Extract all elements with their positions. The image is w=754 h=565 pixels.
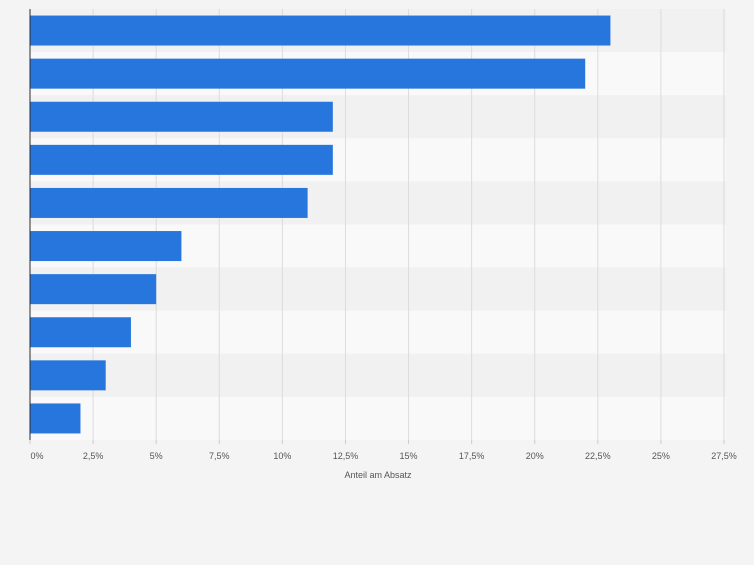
bars bbox=[30, 15, 611, 434]
x-tick-label: 7,5% bbox=[209, 451, 230, 461]
bar[interactable] bbox=[30, 317, 131, 348]
bar[interactable] bbox=[30, 231, 182, 262]
bar[interactable] bbox=[30, 144, 333, 175]
bar[interactable] bbox=[30, 101, 333, 132]
bar[interactable] bbox=[30, 15, 611, 46]
x-axis-label: Anteil am Absatz bbox=[344, 470, 412, 480]
x-tick-label: 10% bbox=[273, 451, 291, 461]
x-tick-label: 2,5% bbox=[83, 451, 104, 461]
x-tick-label: 22,5% bbox=[585, 451, 611, 461]
x-tick-label: 5% bbox=[150, 451, 163, 461]
row-band bbox=[30, 396, 726, 440]
x-tick-label: 20% bbox=[526, 451, 544, 461]
bar[interactable] bbox=[30, 403, 81, 434]
x-tick-label: 17,5% bbox=[459, 451, 485, 461]
bar[interactable] bbox=[30, 360, 106, 391]
bar[interactable] bbox=[30, 187, 308, 218]
row-band bbox=[30, 353, 726, 397]
bar[interactable] bbox=[30, 58, 586, 89]
bar[interactable] bbox=[30, 274, 157, 305]
x-tick-labels: 0% 2,5% 5% 7,5% 10% 12,5% 15% 17,5% 20% 22,5% 25% 2… bbox=[29, 440, 737, 461]
x-tick-label: 27,5% bbox=[711, 451, 737, 461]
x-tick-label: 12,5% bbox=[333, 451, 359, 461]
x-tick-label: 15% bbox=[400, 451, 418, 461]
x-tick-label: 0% bbox=[30, 451, 43, 461]
x-tick-label: 25% bbox=[652, 451, 670, 461]
row-band bbox=[30, 310, 726, 354]
